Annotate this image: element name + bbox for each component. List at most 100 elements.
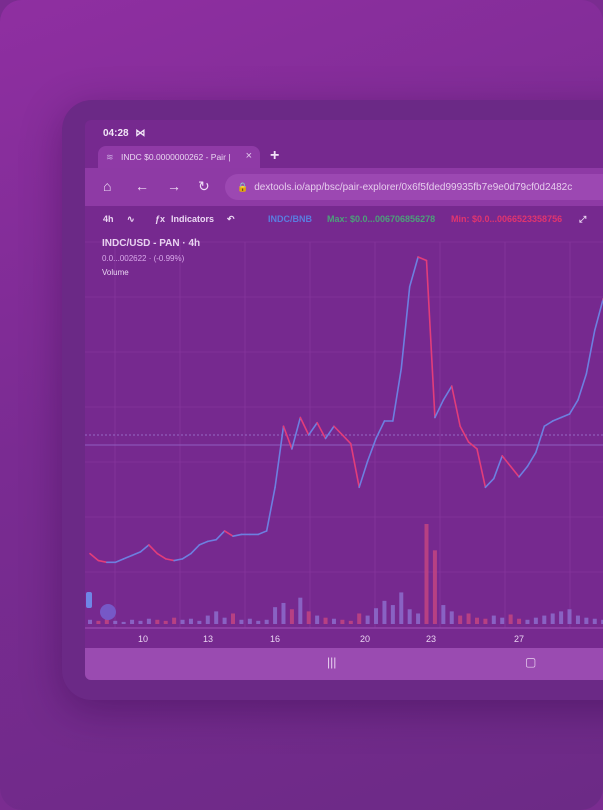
price-segment [223, 530, 234, 537]
price-segment [307, 421, 318, 436]
volume-bar [592, 618, 597, 624]
price-segment [139, 544, 150, 553]
volume-bar [289, 609, 294, 624]
price-segment [568, 399, 579, 415]
price-segment [198, 540, 209, 546]
url-text: dextools.io/app/bsc/pair-explorer/0x6f5f… [254, 182, 573, 193]
fullscreen-icon[interactable]: ⤢ [579, 214, 587, 224]
reload-icon[interactable]: ↻ [198, 178, 210, 194]
volume-bar [474, 617, 479, 624]
volume-bar [407, 609, 412, 624]
chart-type-icon[interactable]: ∿ [127, 214, 135, 224]
volume-bar [298, 597, 303, 624]
price-segment [148, 544, 159, 555]
back-icon[interactable]: ← [135, 178, 149, 194]
browser-tab[interactable]: ≋ INDC $0.0000000262 - Pair | × [98, 146, 260, 168]
new-tab-icon[interactable]: + [270, 147, 280, 164]
price-segment [434, 399, 445, 419]
price-segment [400, 285, 411, 370]
volume-bar [365, 615, 370, 624]
price-segment [551, 416, 562, 422]
price-segment [467, 441, 478, 450]
legend-title: INDC/USD - PAN · 4h [102, 238, 201, 249]
min-price: Min: $0.0...0066523358756 [451, 214, 563, 224]
indicators-button[interactable]: Indicators [171, 214, 215, 224]
price-segment [282, 425, 293, 450]
volume-bar [575, 615, 580, 624]
home-icon[interactable]: ⌂ [103, 178, 112, 194]
volume-bar [533, 617, 538, 624]
x-tick-label: 20 [360, 634, 370, 644]
volume-bar [205, 615, 210, 624]
volume-bar [264, 619, 269, 624]
volume-bar [340, 619, 345, 624]
volume-bar [138, 620, 143, 624]
price-segment [560, 413, 571, 419]
price-segment [509, 465, 520, 478]
interval-button[interactable]: 4h [103, 214, 114, 224]
volume-bar [331, 618, 336, 624]
lock-icon: 🔒 [237, 182, 249, 192]
status-bar: 04:28 ⋈ [103, 128, 149, 139]
volume-bar [172, 617, 177, 624]
fx-icon[interactable]: ƒx [155, 214, 166, 224]
volume-bar [584, 617, 589, 624]
address-bar[interactable]: 🔒 dextools.io/app/bsc/pair-explorer/0x6f5… [225, 174, 603, 200]
price-segment [450, 385, 461, 428]
android-navbar: ||| ▢ [85, 648, 603, 680]
price-segment [366, 437, 377, 462]
price-segment [341, 434, 352, 445]
price-segment [257, 530, 268, 536]
price-segment [543, 420, 554, 428]
price-segment [408, 256, 419, 288]
price-segment [164, 558, 175, 562]
volume-bar [525, 619, 530, 624]
recents-icon[interactable]: ||| [327, 655, 337, 669]
tab-strip: ≋ INDC $0.0000000262 - Pair | × + [85, 144, 603, 168]
volume-bar [348, 620, 353, 624]
pair-label: INDC/BNB [268, 214, 312, 224]
price-segment [577, 373, 588, 401]
price-segment [333, 425, 344, 436]
price-segment [535, 425, 546, 454]
x-tick-label: 10 [138, 634, 148, 644]
volume-bar [500, 617, 505, 624]
volume-bar [382, 600, 387, 624]
forward-icon[interactable]: → [167, 178, 181, 194]
price-segment [324, 425, 335, 440]
home-button-icon[interactable]: ▢ [525, 655, 537, 669]
volume-bar [273, 607, 278, 624]
price-segment [232, 533, 243, 537]
price-segment [265, 486, 276, 532]
price-chart[interactable]: 10 13 16 20 23 27 [85, 232, 603, 648]
price-segment [459, 425, 470, 443]
price-segment [181, 552, 192, 560]
price-segment [299, 416, 310, 436]
volume-bar [390, 605, 395, 624]
volume-bar [424, 524, 429, 624]
volume-bar [104, 618, 109, 624]
price-segment [484, 477, 495, 489]
undo-icon[interactable]: ↶ [227, 214, 235, 224]
volume-bar [399, 592, 404, 624]
price-segment [316, 421, 327, 440]
x-tick-label: 23 [426, 634, 436, 644]
scroll-handle [86, 592, 92, 608]
price-segment [526, 451, 537, 468]
volume-bar [542, 615, 547, 624]
price-segment [97, 559, 108, 564]
volume-bar [449, 611, 454, 624]
volume-bar [458, 615, 463, 624]
status-time: 04:28 [103, 128, 129, 139]
volume-bar [247, 618, 252, 624]
x-tick-label: 27 [514, 634, 524, 644]
price-segment [89, 552, 100, 562]
bowtie-icon: ⋈ [135, 128, 146, 139]
volume-bar [231, 613, 236, 624]
volume-bar [306, 611, 311, 624]
close-tab-icon[interactable]: × [245, 150, 252, 162]
price-segment [442, 385, 453, 401]
volume-bar [441, 605, 446, 624]
price-segment [274, 425, 285, 489]
dextools-favicon-icon: ≋ [106, 152, 114, 162]
